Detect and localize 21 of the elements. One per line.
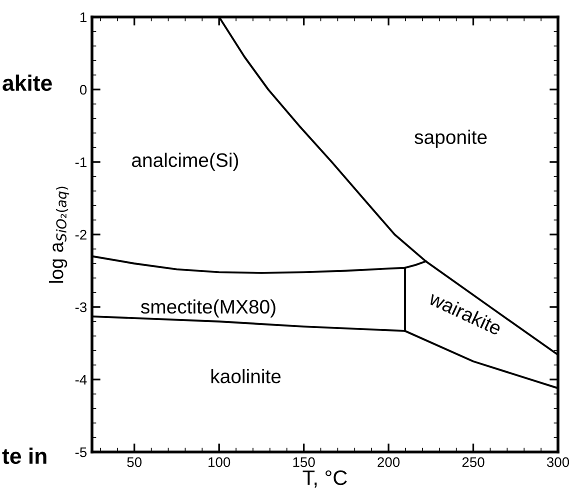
y-tick-label: 0 [80, 84, 87, 95]
x-axis-title: T, °C [302, 470, 347, 488]
x-tick-label: 150 [293, 457, 315, 468]
x-tick-label: 100 [208, 457, 230, 468]
x-tick-label: 300 [546, 457, 570, 468]
y-tick-label: -2 [75, 230, 86, 240]
y-axis-title: log a$_{SiO₂(aq)}$ [49, 186, 70, 283]
y-tick-label: -4 [75, 374, 87, 385]
y-tick-label: -3 [75, 302, 87, 312]
annotation: saponite [414, 130, 487, 148]
y-tick-label: -5 [75, 447, 87, 458]
y-tick-label: 1 [80, 12, 86, 22]
x-tick-label: 250 [462, 457, 484, 468]
annotation: kaolinite [211, 368, 281, 384]
annotation: smectite(MX80) [140, 299, 276, 318]
x-tick-label: 50 [127, 457, 142, 468]
annotation: analcime(Si) [132, 152, 238, 171]
text: akite [2, 74, 52, 91]
y-tick-label: -1 [75, 157, 86, 168]
text: te in [2, 448, 46, 464]
x-tick-label: 200 [378, 457, 400, 468]
